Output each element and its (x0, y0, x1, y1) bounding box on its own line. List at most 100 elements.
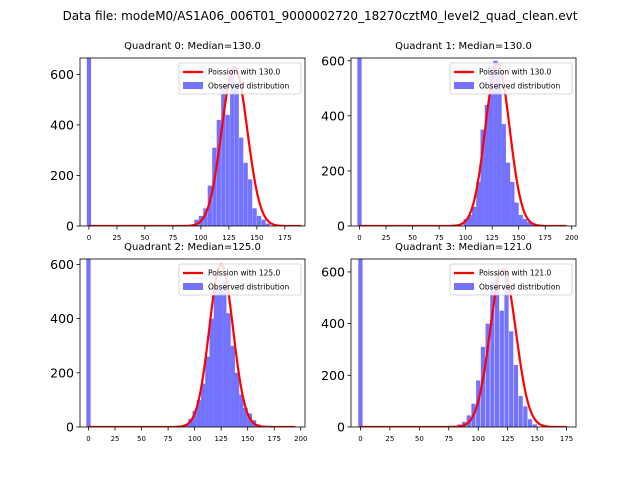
histogram-bar (196, 399, 201, 427)
plot-area (86, 58, 302, 226)
x-tick-label: 100 (472, 435, 485, 443)
histogram-bar (504, 269, 509, 427)
y-tick-label: 0 (337, 219, 345, 234)
x-tick-label: 0 (358, 435, 362, 443)
subplot-quadrant-0: 0 25 50 75 100 125 150 175 0 200 400 600 Quadrant 0:… (50, 41, 306, 242)
histogram-bar (221, 84, 226, 226)
histogram-bar (252, 208, 257, 226)
histogram-bar (243, 408, 248, 427)
histogram-bar (488, 66, 494, 226)
poisson-fit-line (88, 65, 302, 226)
histogram-bar (527, 419, 533, 427)
legend: Poission with 125.0 Observed distribution (178, 263, 302, 296)
y-tick-label: 400 (50, 311, 74, 326)
histogram-bar (222, 280, 227, 427)
histogram-bar (471, 206, 477, 226)
histogram-bar (192, 410, 197, 427)
histogram-bar (499, 310, 504, 427)
subplot-title: Quadrant 2: Median=125.0 (124, 242, 261, 253)
histogram-bar (509, 331, 514, 427)
subplot-quadrant-1: 0 25 50 75 100 125 150 175 200 0 200 400 600 Quadrant… (321, 41, 578, 242)
legend-bar-swatch (183, 283, 203, 290)
histogram-bar (532, 424, 537, 427)
x-tick-label: 150 (530, 435, 543, 443)
histogram-bar (243, 162, 248, 226)
y-tick-label: 200 (50, 168, 74, 183)
y-tick-label: 600 (321, 53, 345, 68)
histogram-bar (265, 223, 271, 226)
histogram-bar (200, 383, 206, 427)
histogram-bar (518, 214, 523, 226)
histogram-bar (225, 114, 230, 226)
x-tick-label: 75 (164, 435, 173, 443)
x-tick-label: 125 (222, 234, 235, 242)
legend-bar-swatch (454, 82, 474, 89)
poisson-fit-line (360, 268, 567, 427)
histogram-bar (505, 162, 511, 226)
histogram-bar (463, 219, 468, 226)
histogram-bar (230, 69, 235, 226)
histogram-bar (261, 219, 266, 226)
histogram-bar (239, 394, 244, 427)
histogram-bar (203, 208, 208, 226)
legend-box (178, 62, 302, 95)
histogram-bar (226, 313, 231, 427)
legend-label-fit: Poission with 121.0 (479, 269, 552, 278)
x-tick-label: 150 (241, 435, 254, 443)
histogram-bar (522, 219, 528, 226)
subplot-title: Quadrant 3: Median=121.0 (395, 242, 532, 253)
axes-frame (350, 258, 577, 428)
x-tick-label: 200 (565, 234, 578, 242)
x-tick-label: 175 (278, 234, 291, 242)
histogram-bar (497, 71, 502, 226)
histogram-bar (476, 181, 481, 226)
x-tick-label: 50 (140, 234, 149, 242)
x-tick-label: 25 (385, 435, 394, 443)
x-tick-label: 200 (294, 435, 307, 443)
histogram-bar (485, 323, 490, 427)
legend-label-observed: Observed distribution (208, 283, 289, 292)
x-tick-label: 100 (194, 234, 207, 242)
histogram-bar (217, 288, 223, 427)
x-tick-label: 125 (501, 435, 514, 443)
x-tick-label: 50 (408, 234, 417, 242)
subplot-title: Quadrant 0: Median=130.0 (124, 41, 261, 52)
histogram-bar (527, 221, 532, 226)
histogram-bar (480, 346, 486, 427)
histogram-bar (239, 137, 244, 226)
histogram-bar (86, 259, 91, 427)
y-tick-label: 0 (337, 420, 345, 435)
y-tick-label: 200 (321, 163, 345, 178)
legend-label-fit: Poission with 130.0 (208, 68, 281, 77)
histogram-bar (230, 345, 235, 427)
histogram-bar (209, 318, 214, 427)
x-tick-label: 150 (512, 234, 525, 242)
legend: Poission with 130.0 Observed distribution (178, 62, 302, 95)
y-tick-label: 400 (321, 316, 345, 331)
figure-title: Data file: modeM0/AS1A06_006T01_90000027… (63, 9, 578, 23)
histogram-bar (216, 119, 221, 226)
histogram-bar (207, 185, 212, 226)
axes-frame (350, 57, 577, 227)
subplot-quadrant-3: 0 25 50 75 100 125 150 175 0 200 400 600 Quadrant 3:… (321, 242, 577, 443)
y-tick-label: 0 (66, 420, 74, 435)
plot-area (86, 259, 296, 427)
x-tick-label: 0 (87, 234, 91, 242)
y-tick-label: 600 (321, 264, 345, 279)
histogram-bar (501, 124, 506, 226)
x-tick-label: 175 (268, 435, 281, 443)
histogram-bar (518, 395, 523, 427)
x-tick-label: 125 (485, 234, 498, 242)
histogram-bar (513, 364, 519, 427)
legend-label-observed: Observed distribution (479, 82, 560, 91)
histogram-bar (484, 104, 489, 226)
histogram-bar (205, 356, 210, 427)
y-tick-label: 200 (321, 368, 345, 383)
legend-box (449, 263, 573, 296)
x-tick-label: 175 (539, 234, 552, 242)
x-tick-label: 75 (444, 435, 453, 443)
legend: Poission with 121.0 Observed distribution (449, 263, 573, 296)
legend-bar-swatch (183, 82, 203, 89)
x-tick-label: 50 (137, 435, 146, 443)
